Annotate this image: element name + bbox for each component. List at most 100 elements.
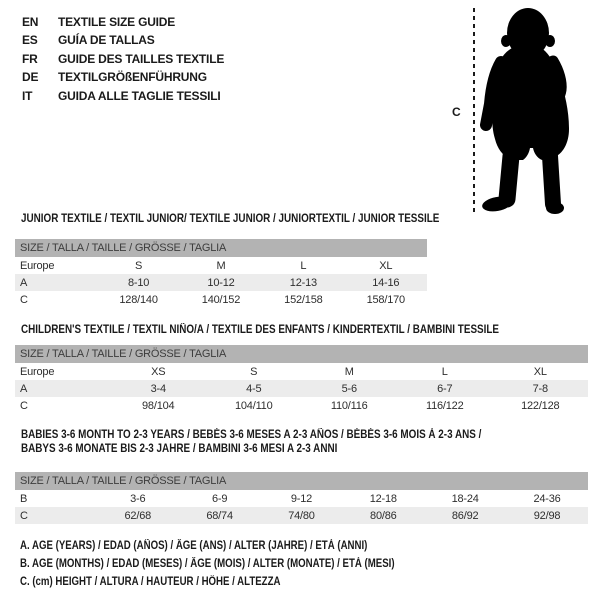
cell-value: 128/140 [119,293,158,306]
language-row: IT GUIDA ALLE TAGLIE TESSILI [22,87,224,105]
size-table-babies: SIZE / TALLA / TAILLE / GRÖSSE / TAGLIA B… [15,472,588,524]
size-header-cell: SIZE / TALLA / TAILLE / GRÖSSE / TAGLIA [15,345,588,363]
language-code: DE [22,70,39,85]
language-row: ES GUÍA DE TALLAS [22,31,224,49]
size-table-section-babies: BABIES 3-6 MONTH TO 2-3 YEARS / BEBÉS 3-… [15,428,588,524]
cell-value: 158/170 [366,293,406,306]
language-label: GUIDA ALLE TAGLIE TESSILI [58,88,221,103]
cell-value: 3-6 [130,492,146,505]
size-header-row: SIZE / TALLA / TAILLE / GRÖSSE / TAGLIA [15,239,427,257]
cell-value: 12-18 [369,492,397,505]
cell-value: 12-13 [262,274,345,291]
cell-value: 3-4 [110,380,206,397]
size-header-cell: SIZE / TALLA / TAILLE / GRÖSSE / TAGLIA [15,239,427,257]
language-row: DE TEXTILGRÖßENFÜHRUNG [22,68,224,86]
cell-value: 7-8 [492,380,588,397]
language-code: IT [22,88,33,103]
footnote-text: C. (cm) HEIGHT / ALTURA / HAUTEUR / HÖHE… [20,576,281,588]
cell-value: 4-5 [206,380,302,397]
row-label: C [20,399,28,412]
size-table-section-children: CHILDREN'S TEXTILE / TEXTIL NIÑO/A / TEX… [15,323,588,414]
cell-value: 122/128 [521,399,560,412]
table-row: A 3-4 4-5 5-6 6-7 7-8 [15,380,588,397]
section-title-text: BABYS 3-6 MONATE BIS 2-3 JAHRE / BAMBINI… [21,443,338,455]
cell-value: 104/110 [234,399,273,412]
height-marker-dashed-line [473,8,475,212]
cell-value: 62/68 [96,507,179,524]
size-table-children: SIZE / TALLA / TAILLE / GRÖSSE / TAGLIA E… [15,345,588,414]
size-header-row: SIZE / TALLA / TAILLE / GRÖSSE / TAGLIA [15,345,588,363]
cell-value: 86/92 [424,507,507,524]
row-label: A [15,380,111,397]
row-label: C [20,293,28,306]
language-row: EN TEXTILE SIZE GUIDE [22,13,224,31]
cell-value: L [441,365,448,378]
size-table-section-junior: JUNIOR TEXTILE / TEXTIL JUNIOR/ TEXTILE … [15,212,588,308]
cell-value: 98/104 [142,399,175,412]
section-title-block: BABIES 3-6 MONTH TO 2-3 YEARS / BEBÉS 3-… [15,428,588,456]
section-title-block: JUNIOR TEXTILE / TEXTIL JUNIOR/ TEXTILE … [15,212,588,226]
cell-value: 68/74 [178,507,261,524]
section-title-text: JUNIOR TEXTILE / TEXTIL JUNIOR/ TEXTILE … [21,213,440,225]
cell-value: L [300,259,307,272]
cell-value: 8-10 [97,274,180,291]
cell-value: S [135,259,143,272]
table-row: C 62/68 68/74 74/80 80/86 86/92 92/98 [15,507,588,524]
section-title-block: CHILDREN'S TEXTILE / TEXTIL NIÑO/A / TEX… [15,323,588,337]
table-row: C 98/104 104/110 110/116 116/122 122/128 [15,397,588,414]
cell-value: 5-6 [301,380,397,397]
language-row: FR GUIDE DES TAILLES TEXTILE [22,50,224,68]
table-row: B 3-6 6-9 9-12 12-18 18-24 24-36 [15,490,588,507]
legend-footnotes: A. AGE (YEARS) / EDAD (AÑOS) / ÂGE (ANS)… [20,537,466,591]
cell-value: 9-12 [290,492,313,505]
cell-value: 152/158 [284,293,323,306]
cell-value: 6-7 [397,380,493,397]
section-title: BABYS 3-6 MONATE BIS 2-3 JAHRE / BAMBINI… [15,442,588,456]
size-header-row: SIZE / TALLA / TAILLE / GRÖSSE / TAGLIA [15,472,588,490]
cell-value: XL [379,259,393,272]
row-label: A [15,274,98,291]
row-label: Europe [20,365,55,378]
section-title: JUNIOR TEXTILE / TEXTIL JUNIOR/ TEXTILE … [15,212,588,226]
cell-value: 74/80 [260,507,343,524]
table-row: C 128/140 140/152 152/158 158/170 [15,291,427,308]
language-label: TEXTILE SIZE GUIDE [58,15,176,29]
section-title-text: CHILDREN'S TEXTILE / TEXTIL NIÑO/A / TEX… [21,324,500,336]
cell-value: M [216,259,226,272]
cell-value: XS [151,365,166,378]
baby-silhouette-icon [480,6,592,221]
cell-value: 92/98 [506,507,588,524]
footnote-line: A. AGE (YEARS) / EDAD (AÑOS) / ÂGE (ANS)… [20,537,466,555]
height-figure: C [440,0,600,220]
cell-value: 18-24 [451,492,479,505]
cell-value: M [344,365,354,378]
language-code: FR [22,51,38,66]
cell-value: 116/122 [425,399,464,412]
cell-value: 14-16 [344,274,427,291]
footnote-text: A. AGE (YEARS) / EDAD (AÑOS) / ÂGE (ANS)… [20,540,368,552]
footnote-text: B. AGE (MONTHS) / EDAD (MESES) / ÂGE (MO… [20,558,395,570]
language-label: GUÍA DE TALLAS [58,33,155,48]
row-label: C [15,507,97,524]
cell-value: 6-9 [211,492,228,505]
section-title: CHILDREN'S TEXTILE / TEXTIL NIÑO/A / TEX… [15,323,588,337]
table-row: Europe S M L XL [15,257,427,274]
footnote-line: C. (cm) HEIGHT / ALTURA / HAUTEUR / HÖHE… [20,573,466,591]
language-code: ES [22,33,38,48]
language-title-block: EN TEXTILE SIZE GUIDE ES GUÍA DE TALLAS FR GU… [22,13,224,105]
table-row: Europe XS S M L XL [15,363,588,380]
language-label: GUIDE DES TAILLES TEXTILE [58,51,225,66]
row-label: Europe [20,259,55,272]
cell-value: S [250,365,258,378]
height-marker-label: C [452,105,461,119]
cell-value: XL [533,365,547,378]
cell-value: 10-12 [179,274,263,291]
size-header-cell: SIZE / TALLA / TAILLE / GRÖSSE / TAGLIA [15,472,588,490]
section-title-text: BABIES 3-6 MONTH TO 2-3 YEARS / BEBÉS 3-… [21,429,482,441]
cell-value: 140/152 [201,293,241,306]
cell-value: 110/116 [330,399,368,412]
row-label: B [20,492,28,505]
cell-value: 80/86 [342,507,425,524]
language-label: TEXTILGRÖßENFÜHRUNG [58,70,207,85]
cell-value: 24-36 [533,492,561,505]
